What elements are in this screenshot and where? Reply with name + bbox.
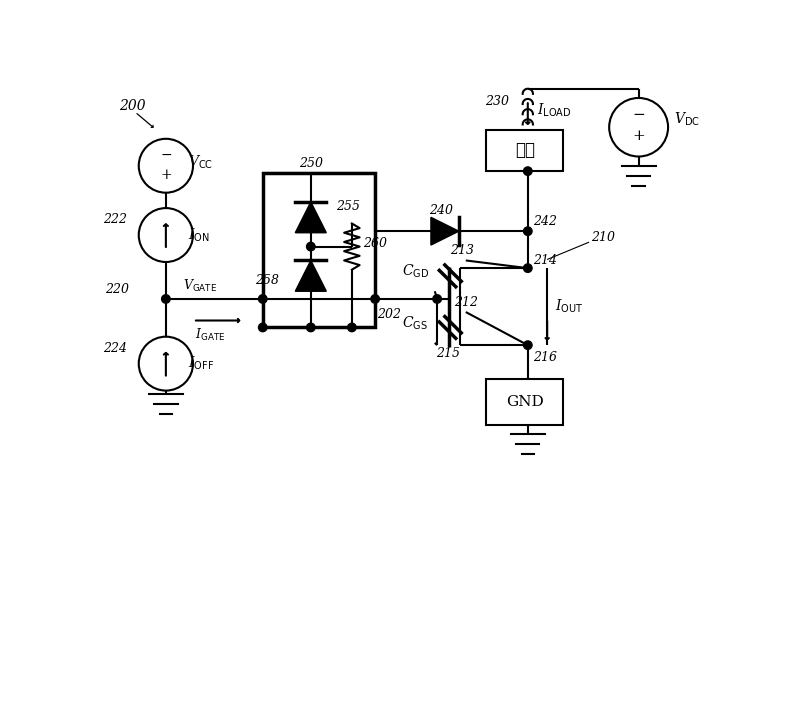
Circle shape bbox=[433, 294, 442, 304]
Polygon shape bbox=[431, 217, 459, 245]
Text: 224: 224 bbox=[103, 342, 127, 355]
Text: 214: 214 bbox=[534, 254, 558, 267]
Text: 255: 255 bbox=[336, 200, 360, 212]
Text: I$_{\rm GATE}$: I$_{\rm GATE}$ bbox=[195, 327, 226, 343]
Text: 210: 210 bbox=[591, 231, 615, 244]
Text: 222: 222 bbox=[103, 214, 127, 226]
Text: GND: GND bbox=[506, 395, 543, 409]
Text: 漏极: 漏极 bbox=[514, 142, 534, 159]
Text: 240: 240 bbox=[429, 204, 453, 217]
Text: 242: 242 bbox=[534, 215, 558, 228]
Text: −: − bbox=[632, 108, 645, 122]
Circle shape bbox=[162, 294, 170, 304]
Text: 216: 216 bbox=[534, 350, 558, 364]
Text: 230: 230 bbox=[485, 95, 509, 108]
Text: V$_{\rm DC}$: V$_{\rm DC}$ bbox=[674, 110, 699, 128]
Circle shape bbox=[523, 264, 532, 273]
Text: I$_{\rm OFF}$: I$_{\rm OFF}$ bbox=[187, 355, 214, 372]
Text: 202: 202 bbox=[377, 308, 401, 321]
Text: 260: 260 bbox=[363, 237, 387, 250]
Circle shape bbox=[306, 243, 315, 251]
Text: C$_{\rm GS}$: C$_{\rm GS}$ bbox=[402, 315, 428, 332]
Bar bbox=[486, 130, 563, 171]
Polygon shape bbox=[295, 261, 326, 291]
Text: V$_{\rm GATE}$: V$_{\rm GATE}$ bbox=[183, 278, 217, 294]
Text: −: − bbox=[160, 148, 172, 162]
Text: 250: 250 bbox=[299, 157, 323, 170]
Circle shape bbox=[348, 323, 356, 332]
Text: 220: 220 bbox=[105, 283, 129, 296]
Circle shape bbox=[523, 227, 532, 236]
Bar bbox=[486, 379, 563, 426]
Text: V$_{\rm CC}$: V$_{\rm CC}$ bbox=[187, 154, 213, 170]
Text: 212: 212 bbox=[454, 296, 478, 309]
Circle shape bbox=[523, 167, 532, 175]
Text: I$_{\rm ON}$: I$_{\rm ON}$ bbox=[187, 226, 210, 244]
Text: C$_{\rm GD}$: C$_{\rm GD}$ bbox=[402, 263, 430, 280]
Circle shape bbox=[523, 341, 532, 349]
Text: I$_{\rm LOAD}$: I$_{\rm LOAD}$ bbox=[537, 101, 572, 118]
Circle shape bbox=[306, 323, 315, 332]
Text: +: + bbox=[160, 168, 172, 182]
Text: I$_{\rm OUT}$: I$_{\rm OUT}$ bbox=[555, 298, 583, 315]
Text: +: + bbox=[632, 130, 645, 144]
Circle shape bbox=[258, 323, 267, 332]
Text: 215: 215 bbox=[436, 347, 460, 360]
Bar bbox=[262, 173, 375, 327]
Text: 213: 213 bbox=[450, 244, 474, 257]
Text: 200: 200 bbox=[119, 99, 146, 113]
Circle shape bbox=[258, 294, 267, 304]
Circle shape bbox=[371, 294, 379, 304]
Polygon shape bbox=[295, 202, 326, 233]
Text: 258: 258 bbox=[255, 273, 279, 287]
